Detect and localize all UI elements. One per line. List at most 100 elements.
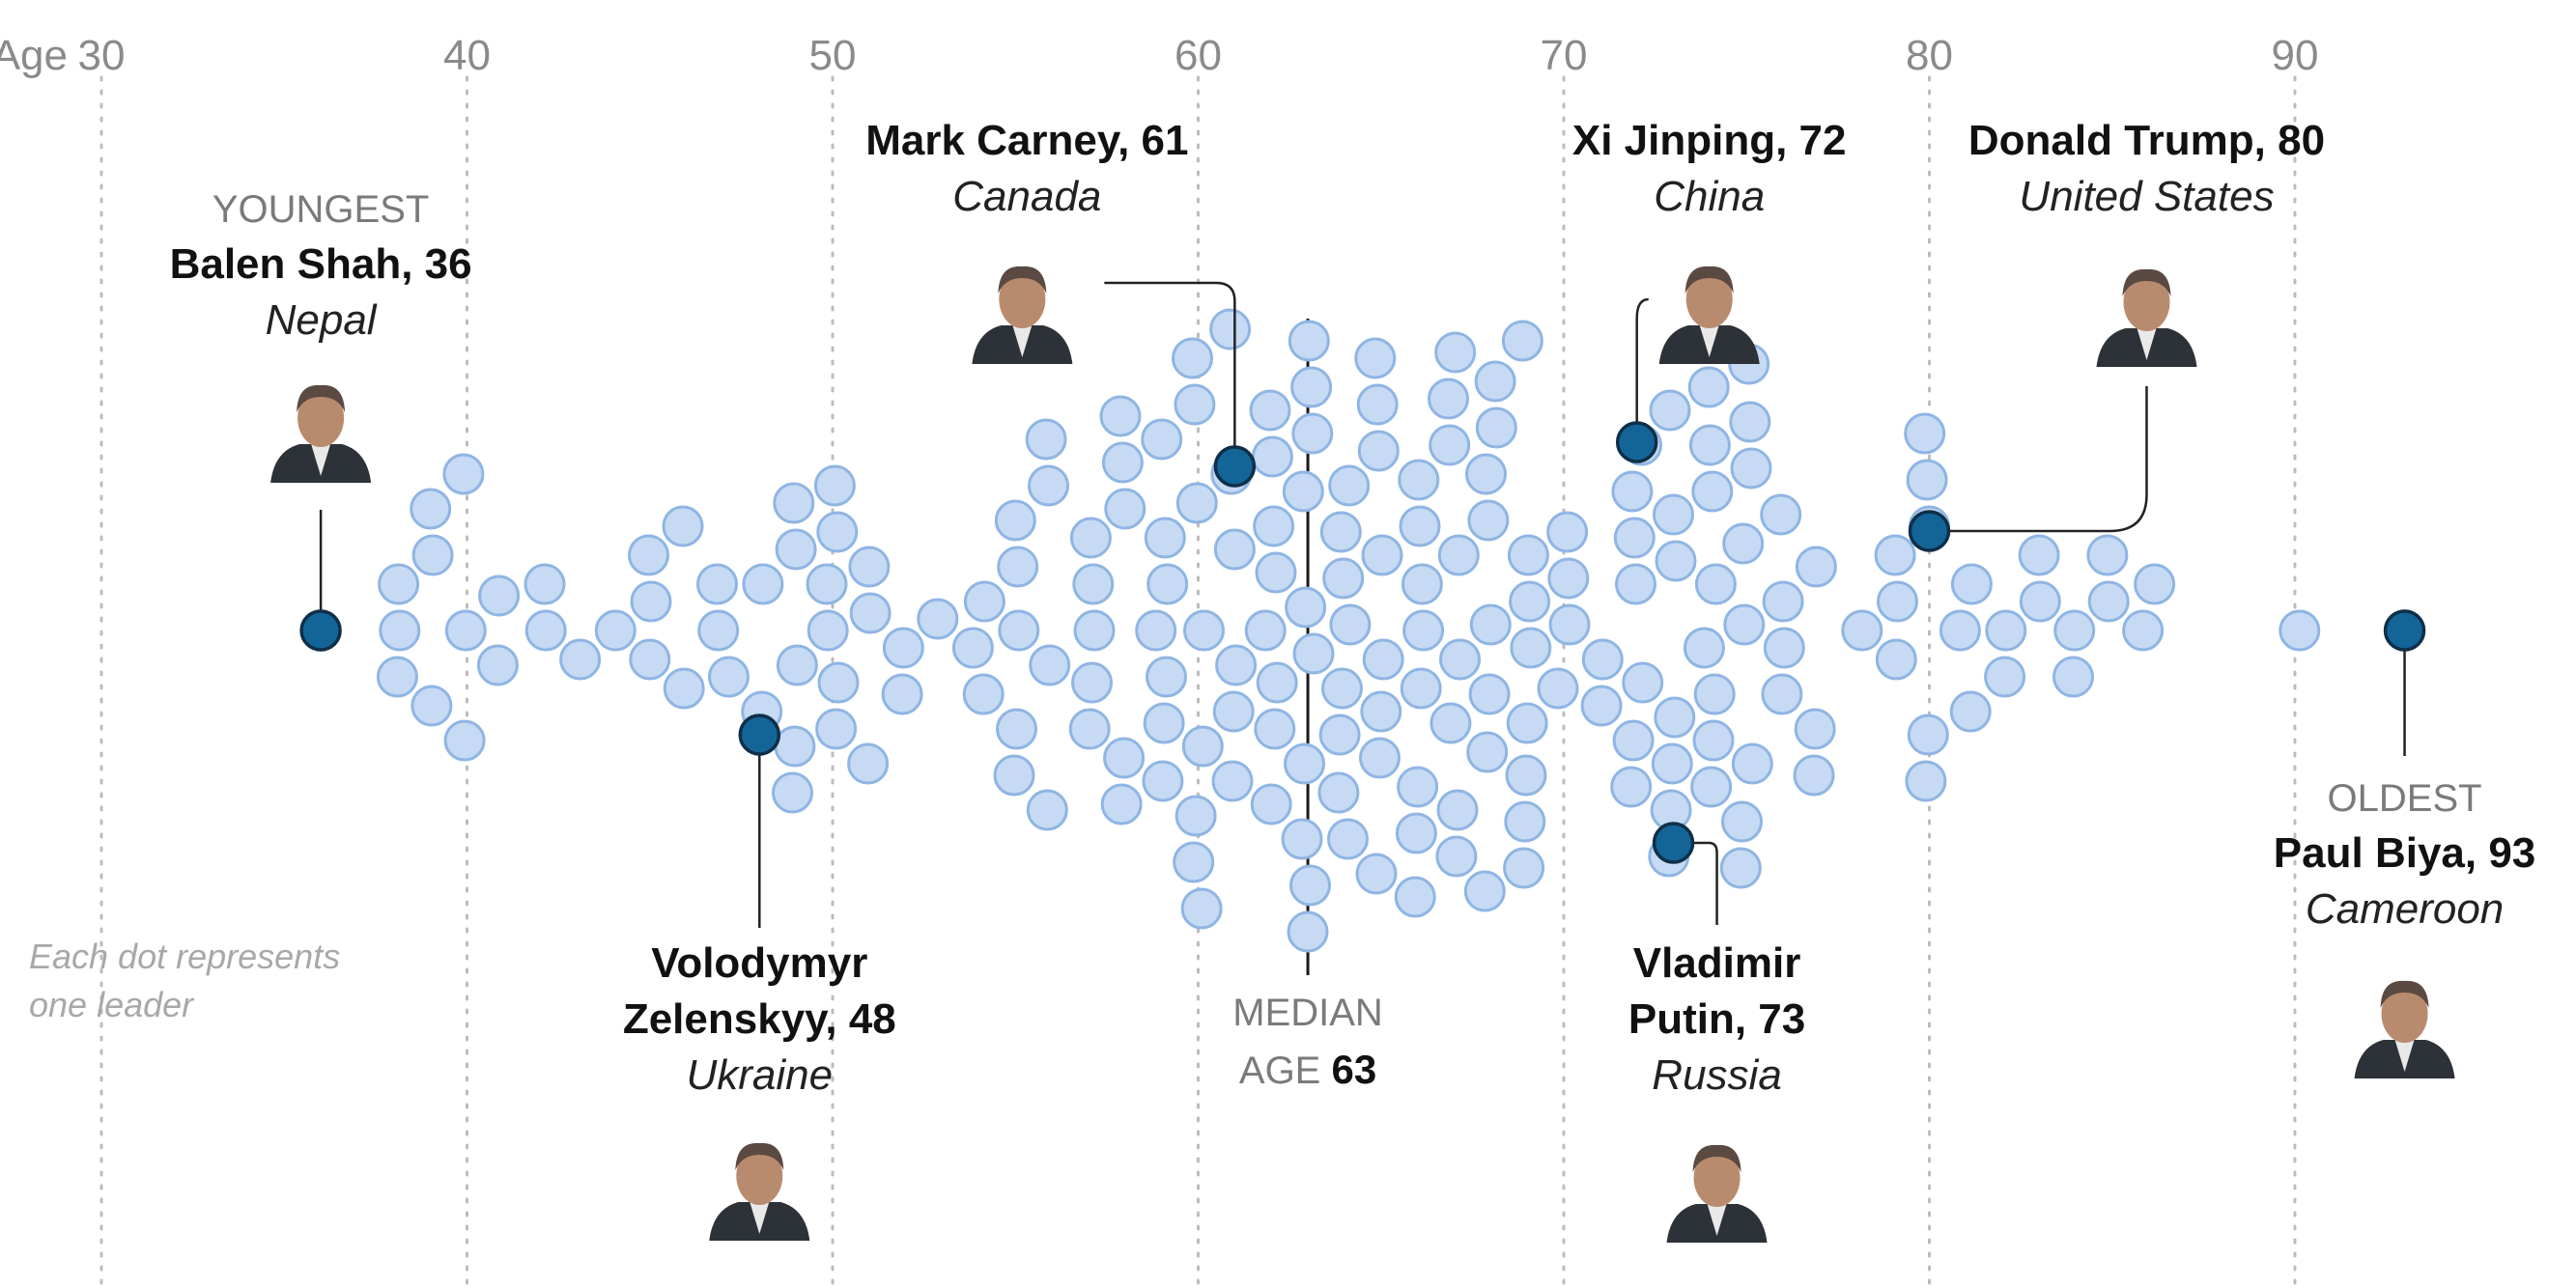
leader-dot <box>2122 609 2165 652</box>
portrait-photo-icon <box>270 384 372 483</box>
median-label-bottom: AGE 63 <box>1239 1047 1376 1092</box>
leader-dot <box>2086 534 2129 576</box>
leader-dot <box>1354 337 1397 379</box>
leader-dot <box>1143 702 1185 744</box>
leader-dot <box>1904 412 1946 455</box>
leader-dot <box>1731 742 1773 785</box>
leader-dot <box>1985 609 2027 652</box>
leader-dot <box>1905 760 1947 802</box>
leader-dot <box>2134 563 2176 605</box>
portrait-photo-icon <box>2354 980 2455 1078</box>
portrait-photo-icon <box>972 266 1073 364</box>
leader-dot <box>1509 580 1551 623</box>
highlight-dot <box>1615 421 1658 463</box>
highlight-country: China <box>1654 173 1765 220</box>
leader-dot <box>1322 557 1365 600</box>
leader-dot <box>848 546 891 588</box>
leader-dot <box>1693 673 1736 715</box>
leader-dot <box>1949 690 1992 733</box>
highlight-dot <box>299 609 342 652</box>
leader-dot <box>2279 609 2321 652</box>
leader-dot <box>1244 609 1287 652</box>
leader-dot <box>815 708 858 750</box>
leader-dot <box>1434 331 1477 374</box>
leader-dot <box>847 742 890 785</box>
leader-dot <box>443 719 486 762</box>
leader-dot <box>1984 656 2026 698</box>
leader-dot <box>1103 737 1146 779</box>
leader-dot <box>1683 627 1725 669</box>
highlight-name-lines: Volodymyr <box>651 939 867 987</box>
leader-dot <box>1723 603 1766 646</box>
leader-dot <box>524 563 566 605</box>
leader-dot <box>2052 656 2094 698</box>
leader-dot <box>1028 464 1069 507</box>
leader-dot <box>1395 812 1437 854</box>
leader-dot <box>1071 661 1113 704</box>
leader-dot <box>1760 493 1802 536</box>
leader-dot <box>2018 534 2060 576</box>
leader-dot <box>1437 534 1480 576</box>
leader-dot <box>1359 737 1401 779</box>
leader-dot <box>1321 667 1363 710</box>
leader-dot <box>1622 661 1664 704</box>
leader-dot <box>1317 771 1360 814</box>
highlight-dot <box>1908 510 1951 552</box>
leader-dot <box>1401 563 1443 605</box>
leader-dot <box>628 534 669 576</box>
highlighted-leaders: YOUNGEST Balen Shah, 36 Nepal Volodymyr Zele… <box>170 117 2535 1243</box>
median-prefix: AGE <box>1239 1050 1332 1092</box>
leader-dot <box>1099 395 1142 437</box>
leader-dot <box>2053 609 2096 652</box>
leader-dot <box>1101 441 1144 484</box>
leader-dot <box>1510 627 1552 669</box>
leader-dot <box>1397 766 1439 808</box>
leader-dot <box>1292 632 1335 675</box>
leader-dot <box>1211 760 1254 802</box>
leader-dot <box>994 499 1036 542</box>
leader-dot <box>1467 499 1510 542</box>
leader-dot <box>1144 517 1186 559</box>
highlight-name-lines: Mark Carney, 61 <box>865 117 1188 164</box>
leader-dot <box>696 563 738 605</box>
leader-dot <box>1285 586 1327 629</box>
leader-dot <box>594 609 637 652</box>
leader-dot <box>1649 389 1691 432</box>
leader-dot <box>1282 470 1324 513</box>
leader-dot <box>1319 511 1362 553</box>
highlight-name-lines: Vladimir <box>1633 939 1801 987</box>
leader-dot <box>1613 517 1656 559</box>
leader-dot <box>1501 320 1543 362</box>
leader-dot <box>410 488 452 530</box>
leader-line <box>1948 386 2148 533</box>
note-line: Each dot represents <box>29 937 340 976</box>
leader-dot <box>1400 667 1442 710</box>
leader-dot <box>1255 551 1297 594</box>
highlight-dot <box>1652 822 1695 864</box>
leader-dot <box>1104 488 1146 530</box>
highlight-name-lines: Donald Trump, 80 <box>1968 117 2325 164</box>
leader-dot <box>478 574 521 617</box>
leader-dot <box>1175 482 1218 524</box>
leader-dot <box>376 656 418 698</box>
tick-label-80: 80 <box>1906 32 1953 79</box>
highlight-putin: Vladimir Putin, 73 Russia <box>1628 822 1805 1243</box>
leader-dot <box>1466 731 1509 773</box>
leader-dot <box>1580 685 1623 727</box>
leader-dot <box>1256 661 1298 704</box>
leader-dot <box>997 546 1039 588</box>
leader-dot <box>1287 910 1329 953</box>
highlight-country: Nepal <box>266 296 378 344</box>
leader-dot <box>1439 638 1481 681</box>
leader-dot <box>1213 528 1256 571</box>
leader-dot <box>917 598 959 640</box>
leader-dot <box>772 771 813 814</box>
leader-dot <box>524 609 567 652</box>
leader-dot <box>378 563 420 605</box>
leader-dot <box>1692 719 1735 762</box>
leader-dot <box>1611 470 1654 513</box>
portrait-photo-icon <box>1658 266 1760 364</box>
leader-dot <box>697 609 740 652</box>
highlight-name-lines: Putin, 73 <box>1628 995 1805 1043</box>
leader-dot <box>996 708 1037 750</box>
